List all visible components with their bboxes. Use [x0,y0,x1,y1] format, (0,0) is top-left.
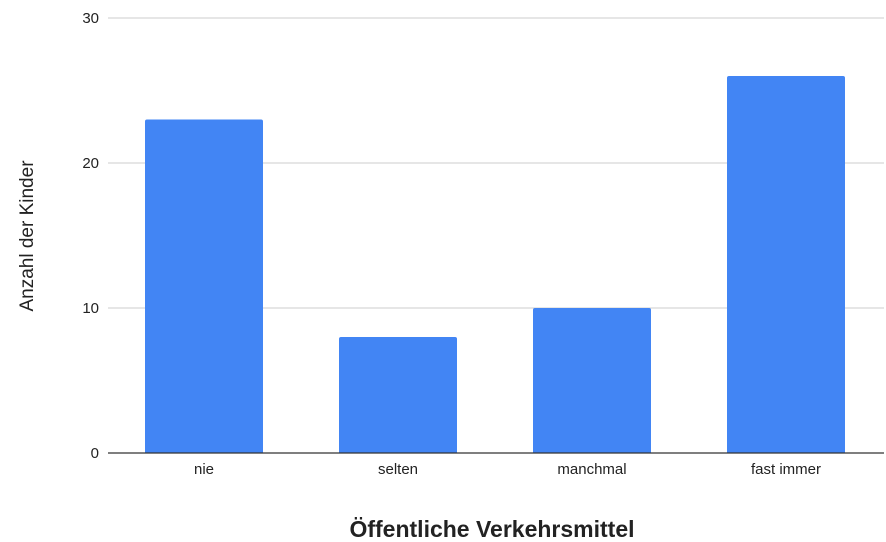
x-tick-label: nie [194,461,214,478]
y-tick-label: 0 [91,445,99,462]
x-tick-label: selten [378,461,418,478]
bars [145,76,845,453]
bar-selten [339,337,457,453]
x-tick-label: fast immer [751,461,821,478]
bar-nie [145,119,263,453]
y-tick-label: 10 [82,300,99,317]
y-tick-label: 30 [82,10,99,27]
x-tick-label: manchmal [557,461,626,478]
y-axis-label: Anzahl der Kinder [17,160,38,312]
y-axis-ticks: 0 10 20 30 [82,10,99,462]
bar-fast-immer [727,76,845,453]
x-axis-ticks: nie selten manchmal fast immer [194,461,821,478]
bar-manchmal [533,308,651,453]
x-axis-label: Öffentliche Verkehrsmittel [349,516,634,542]
y-tick-label: 20 [82,155,99,172]
